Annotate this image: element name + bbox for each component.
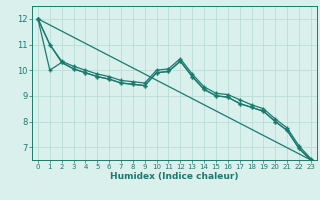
- X-axis label: Humidex (Indice chaleur): Humidex (Indice chaleur): [110, 172, 239, 181]
